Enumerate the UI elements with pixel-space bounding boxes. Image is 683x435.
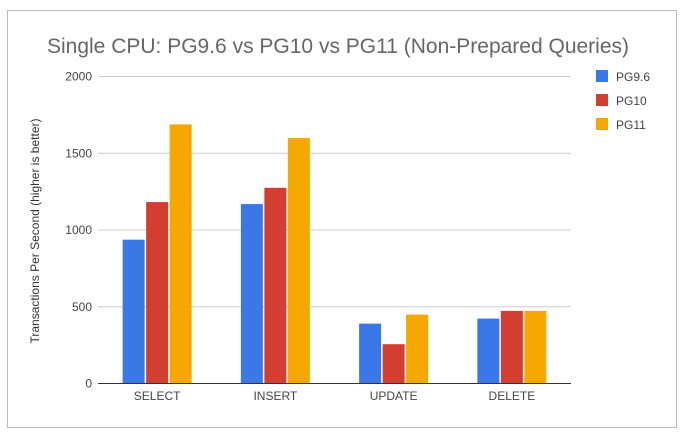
y-tick-label: 1000	[65, 223, 92, 237]
x-tick-label: DELETE	[489, 389, 536, 403]
chart-title: Single CPU: PG9.6 vs PG10 vs PG11 (Non-P…	[47, 35, 629, 58]
bar-pg9.6-select	[122, 239, 145, 384]
legend-swatch-pg10	[596, 94, 608, 106]
bar-pg11-update	[406, 314, 429, 384]
bar-pg11-select	[169, 124, 192, 384]
x-tick-label: UPDATE	[370, 389, 418, 403]
legend-label: PG11	[616, 118, 646, 132]
bar-pg9.6-delete	[477, 318, 500, 384]
legend-label: PG9.6	[616, 70, 650, 84]
bar-pg11-insert	[287, 138, 310, 384]
bar-pg10-select	[146, 202, 169, 384]
y-tick-label: 1500	[65, 146, 92, 160]
bar-pg11-delete	[524, 310, 547, 384]
legend-label: PG10	[616, 94, 647, 108]
legend-swatch-pg11	[596, 118, 608, 130]
x-tick-label: INSERT	[253, 389, 297, 403]
bar-pg10-insert	[264, 187, 287, 384]
bar-pg9.6-insert	[240, 204, 263, 384]
bar-pg9.6-update	[359, 323, 382, 384]
legend-swatch-pg9.6	[596, 70, 608, 82]
y-tick-label: 2000	[65, 70, 92, 84]
y-axis-label: Transactions Per Second (higher is bette…	[28, 119, 42, 344]
chart-frame	[7, 10, 677, 428]
x-tick-label: SELECT	[134, 389, 181, 403]
bar-pg10-delete	[500, 310, 523, 384]
bar-pg10-update	[382, 344, 405, 384]
y-tick-label: 0	[85, 377, 92, 391]
y-tick-label: 500	[72, 300, 92, 314]
